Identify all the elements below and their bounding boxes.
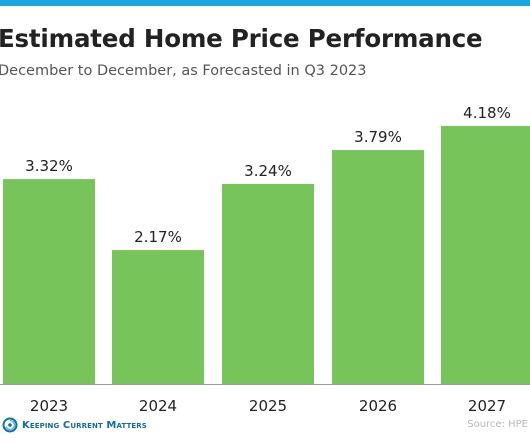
data-label-2024: 2.17% bbox=[134, 228, 182, 246]
chart-subtitle: December to December, as Forecasted in Q… bbox=[0, 63, 367, 79]
top-accent-stripe bbox=[0, 0, 530, 6]
data-label-2023: 3.32% bbox=[25, 157, 73, 175]
logo-text: Keeping Current Matters bbox=[22, 419, 147, 431]
logo-swirl-icon bbox=[2, 417, 18, 433]
bar-2025 bbox=[222, 184, 314, 384]
data-label-2027: 4.18% bbox=[463, 104, 511, 122]
x-tick-label-2023: 2023 bbox=[30, 397, 68, 415]
source-note: Source: HPE bbox=[467, 419, 528, 430]
x-tick-label-2027: 2027 bbox=[468, 397, 506, 415]
x-tick-label-2024: 2024 bbox=[139, 397, 177, 415]
bar-2023 bbox=[3, 179, 95, 384]
data-label-2026: 3.79% bbox=[354, 128, 402, 146]
bar-2027 bbox=[441, 126, 530, 384]
chart-title: Estimated Home Price Performance bbox=[0, 24, 483, 53]
bar-2026 bbox=[332, 150, 424, 384]
x-tick-label-2025: 2025 bbox=[249, 397, 287, 415]
data-label-2025: 3.24% bbox=[244, 162, 292, 180]
x-tick-label-2026: 2026 bbox=[359, 397, 397, 415]
kcm-logo: Keeping Current Matters bbox=[2, 415, 147, 435]
bar-2024 bbox=[112, 250, 204, 384]
